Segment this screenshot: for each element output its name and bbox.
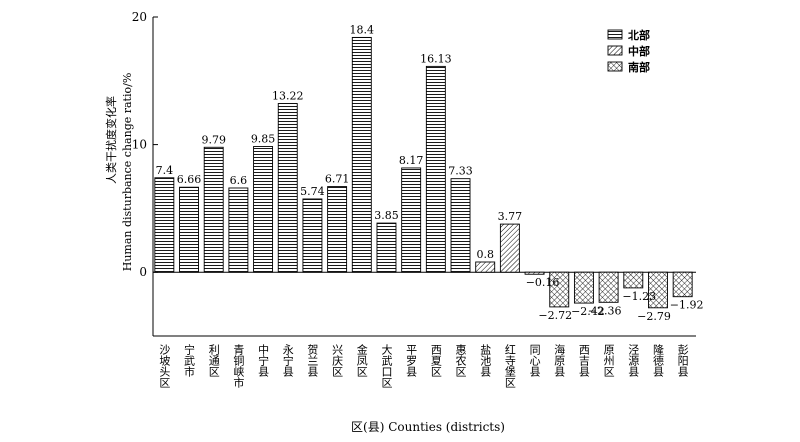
data-label: −1.23 bbox=[622, 290, 656, 303]
bar bbox=[524, 271, 545, 275]
x-axis-title: 区(县) Counties (districts) bbox=[351, 420, 505, 434]
data-label: −2.36 bbox=[588, 304, 622, 317]
bar bbox=[648, 271, 668, 309]
y-tick-label: 0 bbox=[139, 265, 147, 279]
x-category-label: 彭阳县 bbox=[676, 343, 689, 378]
bar bbox=[327, 186, 348, 273]
legend-swatch bbox=[607, 45, 623, 56]
data-label: 5.74 bbox=[300, 185, 325, 198]
bar bbox=[376, 222, 397, 273]
x-category-label: 利通区 bbox=[207, 344, 220, 377]
x-category-label: 隆德县 bbox=[651, 343, 664, 378]
x-category-label: 宁武市 bbox=[183, 343, 196, 378]
x-category-label: 泾源县 bbox=[627, 344, 640, 378]
bar bbox=[302, 198, 323, 273]
x-category-label: 金凤区 bbox=[355, 343, 368, 377]
bar bbox=[203, 146, 224, 273]
x-category-label: 西吉县 bbox=[577, 344, 590, 378]
legend-label: 北部 bbox=[628, 28, 650, 42]
x-category-label: 盐池县 bbox=[479, 344, 492, 378]
bar bbox=[253, 146, 274, 273]
y-axis-title-english: Human disturbance change ratio/% bbox=[121, 73, 134, 272]
bar bbox=[450, 178, 471, 273]
x-category-label: 西夏区 bbox=[429, 344, 442, 377]
data-label: −0.16 bbox=[526, 276, 560, 289]
data-label: 18.4 bbox=[350, 23, 375, 36]
x-category-label: 沙坡头区 bbox=[158, 344, 171, 388]
x-category-label: 中宁县 bbox=[257, 344, 270, 378]
data-label: −2.42 bbox=[571, 305, 605, 318]
data-label: 13.22 bbox=[272, 90, 304, 103]
x-category-label: 海原县 bbox=[553, 343, 566, 378]
bar bbox=[401, 167, 422, 273]
data-label: 8.17 bbox=[399, 154, 424, 167]
data-label: −1.92 bbox=[670, 299, 704, 312]
data-label: −2.79 bbox=[637, 310, 671, 323]
bar bbox=[623, 271, 644, 289]
y-tick-label: 10 bbox=[132, 138, 147, 152]
bar bbox=[499, 223, 520, 273]
bar bbox=[425, 65, 446, 273]
x-category-label: 兴庆区 bbox=[331, 344, 344, 377]
legend-label: 中部 bbox=[628, 44, 650, 58]
data-label: 6.66 bbox=[177, 173, 202, 186]
data-label: 9.85 bbox=[251, 133, 276, 146]
data-label: 6.6 bbox=[230, 174, 248, 187]
data-label: 7.4 bbox=[156, 164, 174, 177]
bar bbox=[351, 36, 372, 273]
x-category-label: 永宁县 bbox=[281, 343, 294, 378]
legend-swatch bbox=[607, 29, 623, 40]
y-axis-title-chinese: 人类干扰度变化率 bbox=[104, 96, 118, 184]
y-tick-label: 20 bbox=[132, 10, 147, 24]
data-label: 6.71 bbox=[325, 173, 350, 186]
data-label: 7.33 bbox=[448, 165, 473, 178]
bar bbox=[475, 261, 496, 273]
data-label: 0.8 bbox=[476, 248, 494, 261]
data-label: 16.13 bbox=[420, 52, 452, 65]
bar bbox=[549, 271, 570, 308]
data-label: −2.72 bbox=[538, 309, 572, 322]
x-category-label: 惠农区 bbox=[454, 343, 467, 377]
legend-label: 南部 bbox=[628, 60, 650, 74]
bar bbox=[672, 271, 693, 298]
bar bbox=[228, 187, 249, 273]
x-category-label: 红寺堡区 bbox=[503, 344, 516, 388]
x-category-label: 原州区 bbox=[602, 344, 615, 377]
bar bbox=[179, 186, 199, 273]
x-category-label: 贺兰县 bbox=[306, 344, 319, 378]
data-label: 3.77 bbox=[498, 210, 523, 223]
legend-swatch bbox=[607, 61, 623, 72]
data-label: 3.85 bbox=[374, 209, 399, 222]
data-label: 9.79 bbox=[201, 133, 226, 146]
bar bbox=[573, 271, 594, 304]
x-category-label: 大武口区 bbox=[380, 343, 393, 388]
bar bbox=[598, 271, 619, 303]
bar bbox=[154, 177, 175, 273]
x-category-label: 青铜峡市 bbox=[232, 344, 245, 389]
x-category-label: 同心县 bbox=[528, 344, 541, 378]
x-category-label: 平罗县 bbox=[405, 344, 418, 378]
bar bbox=[277, 103, 298, 273]
